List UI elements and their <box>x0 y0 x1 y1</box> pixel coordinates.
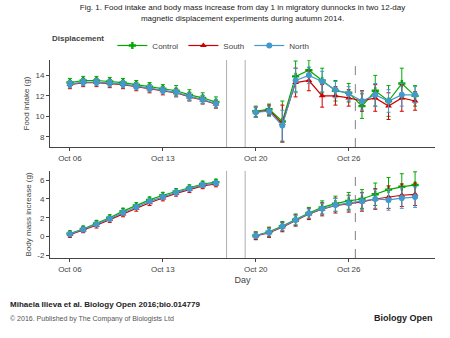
svg-text:Oct 06: Oct 06 <box>58 265 82 274</box>
svg-text:-2: -2 <box>37 251 45 260</box>
svg-text:8: 8 <box>40 133 45 142</box>
svg-text:Oct 26: Oct 26 <box>337 154 361 163</box>
svg-text:10: 10 <box>35 112 44 121</box>
svg-text:Oct 13: Oct 13 <box>151 265 175 274</box>
svg-text:Food intake (g): Food intake (g) <box>22 76 31 130</box>
svg-text:Oct 20: Oct 20 <box>244 265 268 274</box>
svg-text:14: 14 <box>35 71 44 80</box>
svg-text:Oct 20: Oct 20 <box>244 154 268 163</box>
svg-text:Fig. 1. Food intake and body m: Fig. 1. Food intake and body mass increa… <box>80 3 406 22</box>
svg-text:Oct 26: Oct 26 <box>337 265 361 274</box>
svg-text:0: 0 <box>40 232 45 241</box>
svg-text:Mihaela Ilieva et al. Biology: Mihaela Ilieva et al. Biology Open 2016;… <box>10 300 200 309</box>
svg-text:6: 6 <box>40 176 45 185</box>
svg-text:Oct 06: Oct 06 <box>58 154 82 163</box>
svg-text:North: North <box>289 42 309 51</box>
svg-text:4: 4 <box>40 195 45 204</box>
svg-text:Oct 13: Oct 13 <box>151 154 175 163</box>
svg-text:Control: Control <box>152 42 178 51</box>
svg-text:Biology Open: Biology Open <box>374 313 433 323</box>
svg-text:12: 12 <box>35 92 44 101</box>
svg-text:© 2016. Published by The Compa: © 2016. Published by The Company of Biol… <box>10 315 174 323</box>
svg-text:Displacement: Displacement <box>52 34 104 43</box>
svg-text:South: South <box>223 42 244 51</box>
svg-text:Body mass increase (g): Body mass increase (g) <box>24 172 33 256</box>
svg-text:Day: Day <box>234 275 251 285</box>
svg-text:2: 2 <box>40 214 45 223</box>
